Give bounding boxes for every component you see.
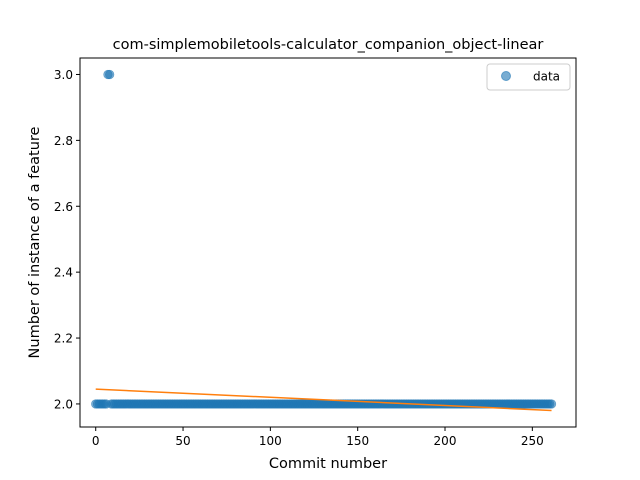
- y-tick-label: 2.2: [54, 332, 73, 346]
- x-tick-label: 100: [259, 434, 282, 448]
- y-axis-label: Number of instance of a feature: [27, 126, 43, 358]
- data-point: [105, 69, 115, 80]
- x-tick-label: 0: [92, 434, 100, 448]
- axes-frame: [79, 57, 577, 428]
- x-axis-label: Commit number: [269, 456, 387, 472]
- x-tick-label: 250: [521, 434, 544, 448]
- data-point: [546, 399, 557, 409]
- legend-label-data: data: [533, 70, 560, 84]
- trend-line: [95, 388, 552, 412]
- y-tick-label: 2.0: [54, 397, 73, 411]
- y-tick-label: 3.0: [54, 68, 73, 82]
- y-tick-label: 2.6: [54, 200, 73, 214]
- legend-marker-data: [501, 71, 511, 81]
- x-tick-label: 200: [434, 434, 457, 448]
- y-axis: 2.0 2.2 2.4 2.6 2.8 3.0: [54, 68, 80, 411]
- legend: data: [486, 63, 571, 91]
- y-tick-label: 2.8: [54, 134, 73, 148]
- legend-box: [486, 63, 571, 91]
- x-tick-label: 150: [346, 434, 369, 448]
- chart-title: com-simplemobiletools-calculator_compani…: [113, 37, 544, 53]
- x-tick-label: 50: [175, 434, 190, 448]
- x-axis: 0 50 100 150 200 250: [92, 427, 544, 448]
- data-layer: [91, 69, 557, 412]
- y-tick-label: 2.4: [54, 266, 73, 280]
